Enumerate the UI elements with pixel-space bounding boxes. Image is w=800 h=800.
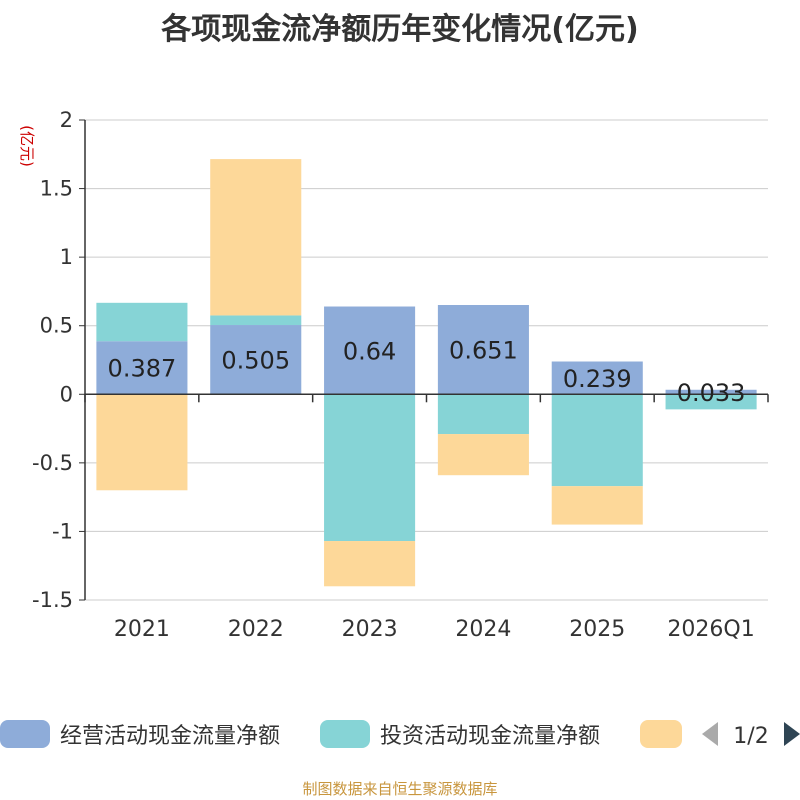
- y-tick-label: 0.5: [40, 314, 73, 338]
- x-tick-label: 2024: [455, 617, 511, 642]
- y-tick-label: -0.5: [32, 451, 73, 475]
- bar-2021-series-3: [96, 394, 188, 491]
- data-label: 0.239: [563, 365, 632, 393]
- data-source-note: 制图数据来自恒生聚源数据库: [302, 780, 498, 798]
- y-axis-unit-label: (亿元): [18, 125, 36, 167]
- bar-2025-series-1: [551, 361, 643, 395]
- legend-swatch-third: [640, 720, 682, 748]
- data-label: 0.033: [677, 379, 746, 407]
- x-tick-label: 2026Q1: [667, 617, 754, 642]
- bar-2024-series-2: [437, 394, 529, 435]
- legend-swatch-investing: [320, 720, 370, 748]
- bars: [96, 159, 757, 587]
- bar-2022-series-3: [210, 159, 302, 316]
- x-tick-label: 2025: [569, 617, 625, 642]
- data-label: 0.651: [449, 337, 518, 365]
- x-tick-label: 2023: [342, 617, 398, 642]
- legend-page-indicator: 1/2: [733, 724, 768, 749]
- bar-2024-series-3: [437, 434, 529, 476]
- bar-2025-series-2: [551, 394, 643, 487]
- bar-2021-series-1: [96, 341, 188, 395]
- data-label: 0.505: [221, 347, 290, 375]
- legend-prev-page-icon: [702, 722, 718, 746]
- chart-title: 各项现金流净额历年变化情况(亿元): [161, 12, 639, 47]
- bar-2022-series-2: [210, 315, 302, 326]
- y-tick-label: 1.5: [40, 177, 73, 201]
- x-tick-label: 2021: [114, 617, 170, 642]
- bar-2026Q1-series-2: [665, 394, 757, 410]
- y-tick-label: 2: [60, 108, 73, 132]
- data-label: 0.64: [343, 337, 396, 365]
- x-tick-label: 2022: [228, 617, 284, 642]
- axes: 2 1.5 1 0.5 0 -0.5 -1 -1.5 (亿元) 2021 2022 2023 2024 2…: [18, 108, 769, 642]
- y-tick-label: -1.5: [32, 588, 73, 612]
- data-labels: 0.387 0.505 0.64 0.651 0.239 0.033: [108, 337, 746, 407]
- bar-2024-series-1: [437, 305, 529, 395]
- bar-2021-series-2: [96, 302, 188, 342]
- legend: 经营活动现金流量净额 投资活动现金流量净额 1/2: [0, 720, 800, 749]
- y-tick-label: 0: [60, 382, 73, 406]
- data-label: 0.387: [108, 355, 177, 383]
- bar-2023-series-1: [324, 306, 416, 395]
- y-tick-label: 1: [60, 245, 73, 269]
- legend-next-page-icon: [784, 722, 800, 746]
- legend-label-operating: 经营活动现金流量净额: [60, 724, 280, 749]
- bar-2023-series-3: [324, 541, 416, 587]
- bar-2023-series-2: [324, 394, 416, 542]
- y-tick-label: -1: [52, 519, 73, 543]
- bar-2025-series-3: [551, 486, 643, 525]
- bar-2022-series-1: [210, 325, 302, 395]
- legend-swatch-operating: [0, 720, 50, 748]
- bar-2026Q1-series-1: [665, 389, 757, 395]
- grid-lines: [85, 119, 768, 601]
- legend-label-investing: 投资活动现金流量净额: [380, 724, 600, 749]
